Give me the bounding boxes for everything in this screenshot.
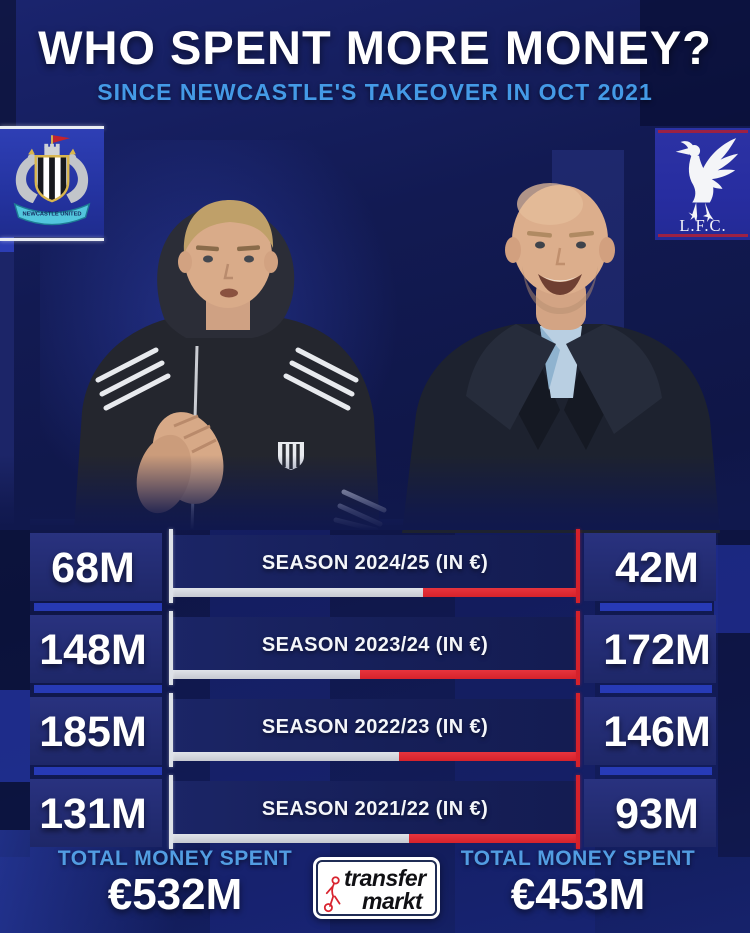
spend-bar — [172, 752, 578, 761]
right-value-panel — [584, 779, 716, 847]
newcastle-season-value: 131M — [39, 790, 147, 838]
newcastle-bar-segment — [172, 752, 399, 761]
season-rows: 68M SEASON 2024/25 (IN €) 42M 148M SEASO… — [0, 527, 750, 855]
season-row-2024-25: 68M SEASON 2024/25 (IN €) 42M — [0, 527, 750, 611]
newcastle-bar-segment — [172, 670, 360, 679]
right-value-panel — [584, 615, 716, 683]
newcastle-season-value: 185M — [39, 708, 147, 756]
liverpool-line — [576, 693, 580, 767]
liverpool-liverbird-icon: L.F.C. — [675, 138, 739, 232]
newcastle-bar-segment — [172, 588, 423, 597]
logo-word-transfer: transfer — [344, 865, 426, 891]
season-box: SEASON 2022/23 (IN €) — [172, 699, 578, 761]
liverpool-badge-text: L.F.C. — [679, 216, 726, 232]
liverpool-season-value: 93M — [615, 790, 699, 838]
season-row-2023-24: 148M SEASON 2023/24 (IN €) 172M — [0, 609, 750, 693]
right-value-panel — [584, 533, 716, 601]
bg-accent-strip — [34, 685, 162, 693]
total-label: TOTAL MONEY SPENT — [460, 847, 696, 870]
season-label: SEASON 2023/24 (IN €) — [261, 634, 489, 656]
season-row-2022-23: 185M SEASON 2022/23 (IN €) 146M — [0, 691, 750, 775]
liverpool-line — [576, 611, 580, 685]
season-box: SEASON 2023/24 (IN €) — [172, 617, 578, 679]
photo-fade-overlay — [0, 455, 750, 530]
left-value-panel — [30, 697, 162, 765]
liverpool-line — [576, 529, 580, 603]
newcastle-total: TOTAL MONEY SPENT €532M — [40, 847, 310, 917]
newcastle-season-value: 148M — [39, 626, 147, 674]
left-value-panel — [30, 615, 162, 683]
liverpool-season-value: 172M — [603, 626, 711, 674]
left-value-panel — [30, 533, 162, 601]
liverpool-total-value: €453M — [510, 870, 646, 919]
page-title: WHO SPENT MORE MONEY? — [38, 21, 712, 74]
season-row-2021-22: 131M SEASON 2021/22 (IN €) 93M — [0, 773, 750, 855]
right-value-panel — [584, 697, 716, 765]
bg-accent-strip — [600, 603, 712, 611]
season-label: SEASON 2022/23 (IN €) — [261, 716, 489, 738]
total-label: TOTAL MONEY SPENT — [57, 847, 293, 870]
newcastle-total-value: €532M — [107, 870, 243, 919]
liverpool-total: TOTAL MONEY SPENT €453M — [443, 847, 713, 917]
newcastle-bar-segment — [172, 834, 410, 843]
liverpool-season-value: 146M — [603, 708, 711, 756]
liverpool-season-value: 42M — [615, 544, 699, 592]
newcastle-panel-top-line — [0, 126, 104, 129]
transfermarkt-logo: transfer markt — [313, 857, 440, 919]
bg-accent-strip — [600, 767, 712, 775]
season-box: SEASON 2021/22 (IN €) — [172, 781, 578, 843]
bg-accent-strip — [34, 767, 162, 775]
newcastle-line — [169, 529, 173, 603]
spend-bar — [172, 670, 578, 679]
spend-bar — [172, 834, 578, 843]
liverpool-badge-panel: L.F.C. — [655, 128, 750, 240]
bg-accent-strip — [600, 685, 712, 693]
liverpool-panel-top-line — [658, 130, 748, 133]
page-subtitle: SINCE NEWCASTLE'S TAKEOVER IN OCT 2021 — [97, 79, 653, 105]
bg-accent-strip — [34, 603, 162, 611]
season-label: SEASON 2021/22 (IN €) — [261, 798, 489, 820]
season-box: SEASON 2024/25 (IN €) — [172, 535, 578, 597]
spend-bar — [172, 588, 578, 597]
transfermarkt-logo-frame: transfer markt — [316, 860, 437, 916]
logo-word-markt: markt — [362, 888, 423, 914]
liverpool-panel-bottom-line — [658, 234, 748, 237]
footballer-icon — [323, 876, 341, 913]
newcastle-season-value: 68M — [51, 544, 135, 592]
newcastle-line — [169, 775, 173, 849]
newcastle-line — [169, 693, 173, 767]
season-label: SEASON 2024/25 (IN €) — [261, 552, 489, 574]
liverpool-line — [576, 775, 580, 849]
newcastle-line — [169, 611, 173, 685]
